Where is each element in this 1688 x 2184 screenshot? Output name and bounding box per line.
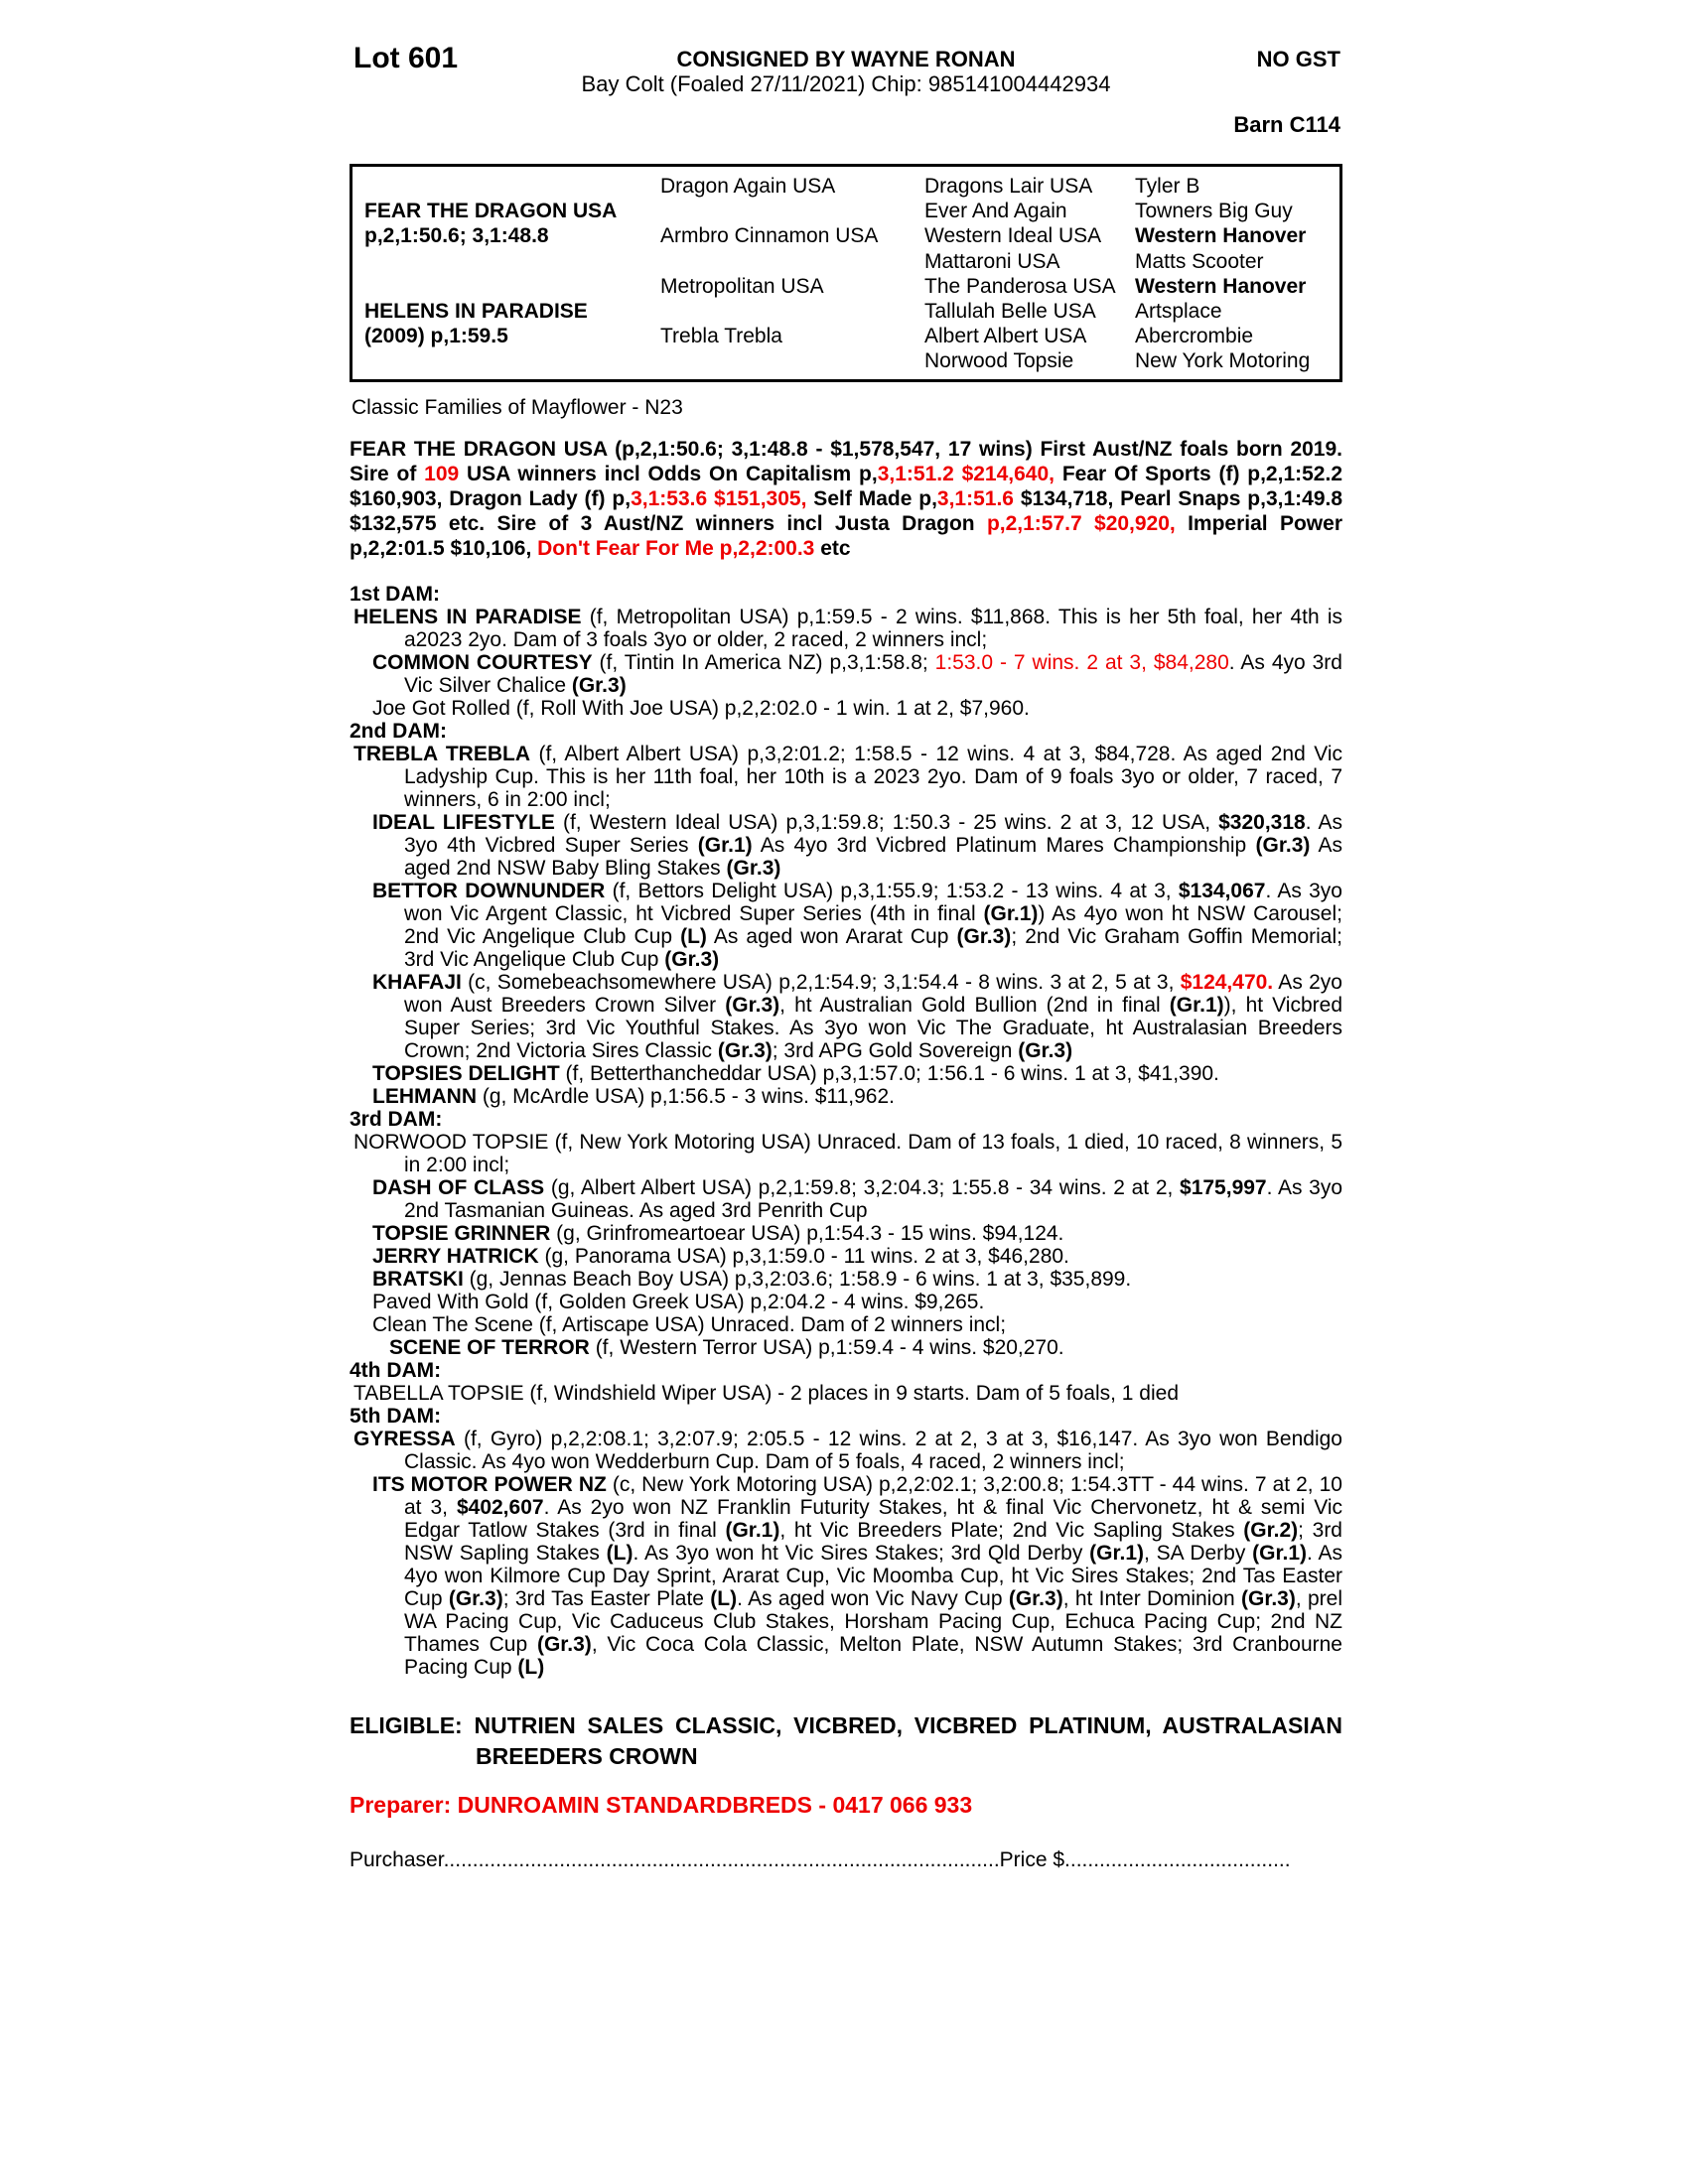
gen4-ancestor: Artsplace [1135,300,1222,324]
para-khafaji: KHAFAJI (c, Somebeachsomewhere USA) p,2,… [372,970,1342,1062]
gen3-ancestor: Tallulah Belle USA [924,300,1096,324]
gen4-ancestor: Matts Scooter [1135,249,1264,273]
pedigree-body: 1st DAM: HELENS IN PARADISE (f, Metropol… [350,583,1342,1679]
page-header: Lot 601 CONSIGNED BY WAYNE RONAN NO GST … [350,42,1342,164]
gen3-ancestor: Western Ideal USA [924,224,1102,248]
dam-heading-3: 3rd DAM: [350,1107,443,1131]
purchaser-label: Purchaser [350,1847,444,1871]
dam-heading-1: 1st DAM: [350,582,441,606]
dam-heading-4: 4th DAM: [350,1358,442,1382]
para-clean-the-scene: Clean The Scene (f, Artiscape USA) Unrac… [372,1312,1007,1336]
gen3-ancestor: Mattaroni USA [924,249,1060,273]
para-paved-with-gold: Paved With Gold (f, Golden Greek USA) p,… [372,1290,985,1313]
gen2-dam-dam: Trebla Trebla [660,325,782,348]
para-lehmann: LEHMANN (g, McArdle USA) p,1:56.5 - 3 wi… [372,1084,895,1108]
gen3-ancestor: Ever And Again [924,200,1067,223]
gen3-ancestor: The Panderosa USA [924,274,1116,298]
para-bratski: BRATSKI (g, Jennas Beach Boy USA) p,3,2:… [372,1267,1132,1291]
para-ideal-lifestyle: IDEAL LIFESTYLE (f, Western Ideal USA) p… [372,810,1342,880]
dam-heading-2: 2nd DAM: [350,719,447,743]
para-dash-of-class: DASH OF CLASS (g, Albert Albert USA) p,2… [372,1175,1343,1222]
gen3-ancestor: Dragons Lair USA [924,175,1093,199]
para-common-courtesy: COMMON COURTESY (f, Tintin In America NZ… [372,650,1342,697]
content-column: Lot 601 CONSIGNED BY WAYNE RONAN NO GST … [350,0,1342,1872]
para-topsie-grinner: TOPSIE GRINNER (g, Grinfromeartoear USA)… [372,1221,1064,1245]
purchaser-price-line: Purchaser...............................… [350,1848,1342,1872]
gen3-ancestor: Albert Albert USA [924,325,1087,348]
preparer-line: Preparer: DUNROAMIN STANDARDBREDS - 0417… [350,1791,973,1818]
gen3-ancestor: Norwood Topsie [924,349,1074,373]
gen4-ancestor: Towners Big Guy [1135,200,1293,223]
sire-summary-paragraph: FEAR THE DRAGON USA (p,2,1:50.6; 3,1:48.… [350,437,1343,560]
gen2-sire-sire: Dragon Again USA [660,175,836,199]
para-topsies-delight: TOPSIES DELIGHT (f, Betterthancheddar US… [372,1061,1219,1085]
gen4-ancestor: Western Hanover [1135,274,1307,298]
classic-families-line: Classic Families of Mayflower - N23 [352,395,683,419]
para-its-motor-power: ITS MOTOR POWER NZ (c, New York Motoring… [372,1472,1343,1679]
price-label: Price $ [999,1847,1065,1871]
gen4-ancestor: Tyler B [1135,175,1200,199]
purchaser-fill-line: ........................................… [443,1847,1000,1871]
gen4-ancestor: Western Hanover [1135,224,1307,248]
para-joe-got-rolled: Joe Got Rolled (f, Roll With Joe USA) p,… [372,696,1030,720]
para-gyressa: GYRESSA (f, Gyro) p,2,2:08.1; 3,2:07.9; … [353,1427,1342,1473]
barn-number: Barn C114 [1233,112,1340,137]
sire-record: p,2,1:50.6; 3,1:48.8 [364,224,549,248]
price-fill-line: ....................................... [1064,1847,1291,1871]
gen4-ancestor: New York Motoring [1135,349,1311,373]
pedigree-grid: FEAR THE DRAGON USA p,2,1:50.6; 3,1:48.8… [364,174,1334,374]
eligibility-statement: ELIGIBLE: NUTRIEN SALES CLASSIC, VICBRED… [350,1711,1342,1769]
para-norwood-topsie: NORWOOD TOPSIE (f, New York Motoring USA… [353,1130,1342,1176]
para-helens-in-paradise: HELENS IN PARADISE (f, Metropolitan USA)… [353,605,1342,651]
para-jerry-hatrick: JERRY HATRICK (g, Panorama USA) p,3,1:59… [372,1244,1069,1268]
gst-status: NO GST [1256,47,1340,71]
gen2-sire-dam: Armbro Cinnamon USA [660,224,879,248]
sire-name: FEAR THE DRAGON USA [364,200,618,223]
lot-number: Lot 601 [353,42,459,74]
dam-name: HELENS IN PARADISE [364,300,588,324]
consignor-line: CONSIGNED BY WAYNE RONAN [676,47,1016,71]
dam-record: (2009) p,1:59.5 [364,325,508,348]
para-bettor-downunder: BETTOR DOWNUNDER (f, Bettors Delight USA… [372,879,1342,971]
para-tabella-topsie: TABELLA TOPSIE (f, Windshield Wiper USA)… [353,1381,1180,1405]
gen4-ancestor: Abercrombie [1135,325,1254,348]
para-scene-of-terror: SCENE OF TERROR (f, Western Terror USA) … [389,1335,1064,1359]
gen2-dam-sire: Metropolitan USA [660,274,824,298]
para-trebla-trebla: TREBLA TREBLA (f, Albert Albert USA) p,3… [353,742,1342,811]
pedigree-table: FEAR THE DRAGON USA p,2,1:50.6; 3,1:48.8… [350,164,1342,382]
dam-heading-5: 5th DAM: [350,1404,442,1428]
horse-description: Bay Colt (Foaled 27/11/2021) Chip: 98514… [581,71,1111,96]
